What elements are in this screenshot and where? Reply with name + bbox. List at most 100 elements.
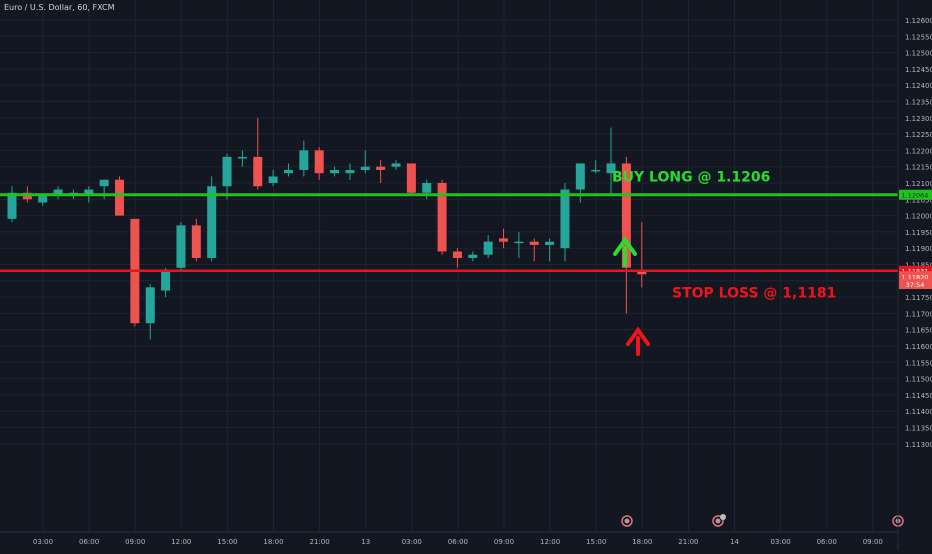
candle-bull (591, 169, 601, 172)
candle-bear (406, 163, 416, 193)
last-price-tag (899, 271, 932, 282)
y-tick-label: 1.11950 (905, 229, 932, 237)
grid (0, 0, 898, 532)
x-tick-label: 21:00 (310, 538, 330, 546)
x-tick-label: 15:00 (586, 538, 606, 546)
y-tick-label: 1.12200 (905, 147, 932, 155)
x-tick-label: 14 (730, 538, 739, 546)
event-marker-dot (624, 518, 630, 524)
y-tick-label: 1.12500 (905, 50, 932, 58)
candle-bull (299, 150, 309, 170)
candle-bear (437, 183, 447, 252)
y-tick-label: 1.12300 (905, 115, 932, 123)
candle-bull (237, 156, 247, 159)
candle-bear (529, 241, 539, 245)
buy-price-tag-text: 1.12064 (902, 192, 929, 200)
last-price-tag-text: 37:54 (906, 281, 925, 289)
candle-bull (468, 254, 478, 258)
candle-bull (345, 169, 355, 174)
last-price-tag (899, 279, 932, 290)
candle-bull (7, 192, 17, 219)
candle-bull (575, 163, 585, 190)
x-tick-label: 12:00 (540, 538, 560, 546)
event-marker-icon (621, 515, 633, 527)
y-tick-label: 1.12400 (905, 82, 932, 90)
candle-bull (330, 169, 340, 174)
y-tick-label: 1.12450 (905, 66, 932, 74)
candle-bear (191, 225, 201, 258)
y-tick-label: 1.12100 (905, 180, 932, 188)
y-tick-label: 1.11550 (905, 359, 932, 367)
buy-price-tag (899, 189, 932, 200)
y-tick-label: 1.11650 (905, 327, 932, 335)
event-marker-icon (712, 515, 724, 527)
y-tick-label: 1.11750 (905, 294, 932, 302)
y-tick-label: 1.11400 (905, 408, 932, 416)
candle-bull (391, 163, 401, 167)
x-tick-label: 06:00 (79, 538, 99, 546)
event-marker-dot (720, 514, 726, 520)
up-arrow-icon (613, 236, 637, 267)
y-tick-label: 1.11350 (905, 425, 932, 433)
x-tick-label: 13 (361, 538, 370, 546)
candle-bear (452, 251, 462, 258)
y-tick-label: 1.12250 (905, 131, 932, 139)
y-tick-label: 1.11900 (905, 245, 932, 253)
stop-price-tag (899, 265, 932, 276)
x-tick-label: 06:00 (448, 538, 468, 546)
buy-long-label: BUY LONG @ 1.1206 (612, 170, 770, 186)
candle-bull (283, 169, 293, 174)
y-tick-label: 1.11450 (905, 392, 932, 400)
x-tick-label: 12:00 (171, 538, 191, 546)
annotations: BUY LONG @ 1.1206 STOP LOSS @ 1,1181 (612, 170, 904, 527)
y-tick-label: 1.12350 (905, 99, 932, 107)
candle-bull (176, 225, 186, 268)
candle-bull (145, 287, 155, 324)
candle-bear (314, 150, 324, 174)
price-axis[interactable]: 1.12600 1.12550 1.12500 1.12450 1.12400 1.123… (897, 0, 932, 550)
y-tick-label: 1.11700 (905, 310, 932, 318)
y-tick-label: 1.12000 (905, 213, 932, 221)
candle-bull (207, 186, 217, 258)
candle-bull (53, 189, 63, 197)
candle-bull (38, 196, 48, 203)
time-axis[interactable]: 03:00 06:00 09:00 12:00 15:00 18:00 21:00 13 03:… (0, 531, 898, 546)
x-tick-label: 09:00 (863, 538, 883, 546)
x-tick-label: 15:00 (217, 538, 237, 546)
candle-bear (621, 163, 631, 268)
y-tick-label: 1.12050 (905, 196, 932, 204)
x-tick-label: 18:00 (263, 538, 283, 546)
x-tick-label: 09:00 (125, 538, 145, 546)
y-tick-label: 1.11300 (905, 441, 932, 449)
x-tick-label: 03:00 (33, 538, 53, 546)
x-tick-label: 06:00 (817, 538, 837, 546)
candle-bull (268, 176, 278, 183)
candle-bull (222, 156, 232, 187)
y-tick-label: 1.12600 (905, 17, 932, 25)
x-tick-label: 03:00 (771, 538, 791, 546)
candle-bull (99, 179, 109, 187)
candle-bear (376, 166, 386, 170)
level-lines (0, 193, 898, 272)
candle-bull (560, 189, 570, 249)
x-tick-label: 09:00 (494, 538, 514, 546)
candle-bull (606, 163, 616, 174)
x-tick-label: 03:00 (402, 538, 422, 546)
candle-bull (514, 241, 524, 244)
symbol-title: Euro / U.S. Dollar, 60, FXCM (4, 3, 115, 12)
candles (7, 117, 647, 340)
candle-bull (84, 189, 94, 197)
candle-bull (161, 271, 171, 291)
y-tick-label: 1.12550 (905, 33, 932, 41)
candle-bull (360, 166, 370, 170)
candle-bear (115, 179, 125, 216)
event-marker-dot (715, 518, 721, 524)
x-tick-label: 18:00 (632, 538, 652, 546)
candle-bull (545, 241, 555, 245)
up-arrow-icon (626, 326, 650, 356)
y-tick-label: 1.12150 (905, 164, 932, 172)
candle-bear (637, 271, 647, 275)
candle-bear (253, 156, 263, 187)
